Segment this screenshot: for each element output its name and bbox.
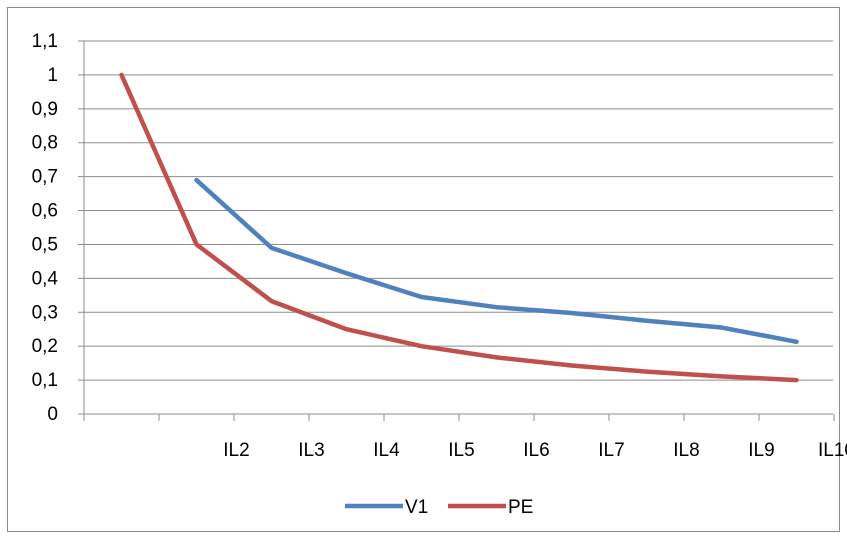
y-tick-label: 0 bbox=[47, 404, 58, 425]
y-tick-label: 0,9 bbox=[32, 99, 58, 120]
legend-label-v1: V1 bbox=[405, 497, 428, 518]
x-tick-label: IL7 bbox=[598, 440, 624, 461]
x-tick-label: IL6 bbox=[523, 440, 549, 461]
axes bbox=[78, 40, 835, 421]
series-lines bbox=[119, 72, 799, 383]
y-tick-label: 0,1 bbox=[32, 370, 58, 391]
chart-area bbox=[7, 7, 840, 532]
series-line-v1 bbox=[194, 177, 799, 345]
y-tick-label: 1 bbox=[47, 65, 58, 86]
x-tick-label: IL4 bbox=[373, 440, 400, 461]
y-tick-label: 0,2 bbox=[32, 336, 58, 357]
x-tick-label: IL2 bbox=[223, 440, 249, 461]
y-tick-label: 0,7 bbox=[32, 167, 58, 188]
y-tick-label: 0,4 bbox=[32, 268, 59, 289]
series-line-pe bbox=[119, 72, 799, 383]
x-tick-label: IL10 bbox=[818, 440, 847, 461]
legend-label-pe: PE bbox=[508, 497, 533, 518]
y-axis-tick-labels: 0 0,1 0,2 0,3 0,4 0,5 0,6 0,7 0,8 0,9 1 1,1 bbox=[32, 31, 59, 425]
x-tick-label: IL8 bbox=[673, 440, 699, 461]
x-tick-label: IL9 bbox=[748, 440, 774, 461]
y-tick-label: 1,1 bbox=[32, 31, 58, 52]
x-tick-label: IL5 bbox=[448, 440, 474, 461]
y-tick-label: 0,8 bbox=[32, 133, 58, 154]
legend: V1 PE bbox=[345, 497, 533, 518]
gridlines bbox=[84, 40, 833, 381]
y-tick-label: 0,6 bbox=[32, 201, 58, 222]
x-axis-tick-labels: IL2 IL3 IL4 IL5 IL6 IL7 IL8 IL9 IL10 bbox=[223, 440, 847, 461]
y-tick-label: 0,3 bbox=[32, 302, 58, 323]
y-tick-label: 0,5 bbox=[32, 234, 58, 255]
x-tick-label: IL3 bbox=[298, 440, 324, 461]
